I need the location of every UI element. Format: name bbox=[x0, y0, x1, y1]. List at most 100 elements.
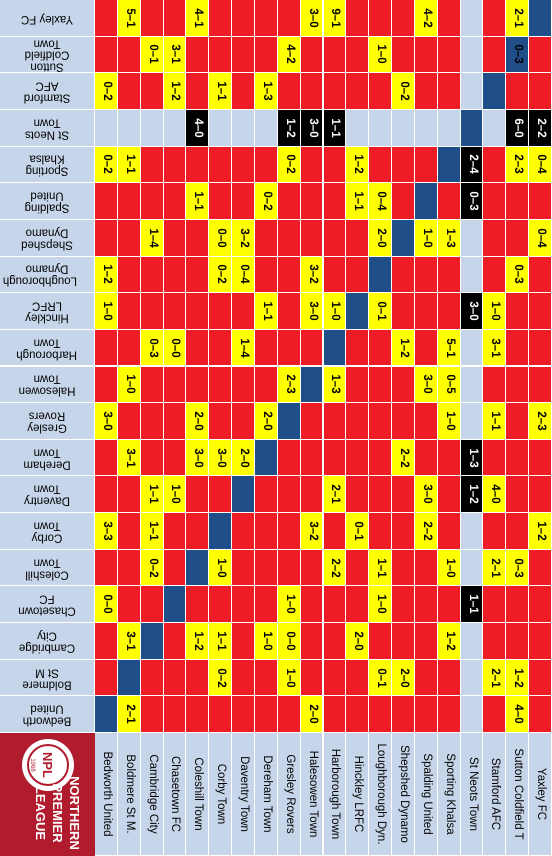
result-cell: 3–0 bbox=[209, 439, 233, 477]
result-cell: 0–2 bbox=[277, 146, 301, 184]
result-cell bbox=[437, 256, 461, 294]
result-cell: 1–0 bbox=[209, 549, 233, 587]
result-cell: 0–2 bbox=[254, 183, 278, 220]
result-cell: 0–3 bbox=[140, 329, 164, 367]
score-text: 1–3 bbox=[329, 374, 342, 394]
score-text: 3–2 bbox=[237, 228, 250, 248]
result-cell: 3–0 bbox=[95, 403, 118, 440]
result-cell: 1–0 bbox=[483, 293, 507, 330]
column-header-spalding-united: Spalding United bbox=[414, 733, 438, 856]
result-cell bbox=[232, 109, 255, 147]
result-cell bbox=[163, 219, 187, 257]
result-cell: 2–1 bbox=[323, 476, 347, 514]
result-cell bbox=[117, 73, 141, 110]
result-cell bbox=[277, 549, 301, 587]
column-header-label: Shepshed Dynamo bbox=[397, 745, 410, 843]
result-cell bbox=[529, 36, 552, 74]
home-diagonal-cell: 0–3 bbox=[506, 36, 530, 74]
result-cell bbox=[95, 476, 118, 514]
column-header-hinckley-lrfc: Hinckley LRFC bbox=[346, 733, 370, 856]
result-cell: 1–1 bbox=[140, 476, 164, 514]
score-text: 1–0 bbox=[123, 374, 136, 394]
result-cell: 2–0 bbox=[346, 623, 370, 660]
result-cell bbox=[506, 219, 530, 257]
result-cell: 4–2 bbox=[277, 36, 301, 74]
result-cell bbox=[346, 109, 370, 147]
row-header-dereham-town: Dereham Town bbox=[0, 439, 95, 477]
result-cell bbox=[95, 219, 118, 257]
score-text: 1–0 bbox=[214, 557, 227, 578]
result-cell: 0–2 bbox=[209, 256, 233, 294]
home-diagonal-cell bbox=[460, 109, 484, 147]
result-cell: 5–1 bbox=[437, 329, 461, 367]
result-cell: 6–0 bbox=[506, 109, 530, 147]
result-cell bbox=[529, 256, 552, 294]
result-cell bbox=[254, 513, 278, 550]
result-cell bbox=[209, 366, 233, 404]
column-header-label: Harborough Town bbox=[329, 748, 342, 840]
result-cell: 0–1 bbox=[369, 659, 393, 697]
result-cell bbox=[437, 0, 461, 37]
result-cell bbox=[506, 513, 530, 550]
score-text: 3–1 bbox=[123, 448, 136, 468]
score-text: 3–2 bbox=[306, 264, 319, 284]
result-cell: 3–0 bbox=[300, 293, 324, 330]
score-text: 9–1 bbox=[329, 8, 342, 28]
result-cell: 1–1 bbox=[117, 146, 141, 184]
row-header-label: Gresley Rovers bbox=[27, 409, 67, 434]
result-cell bbox=[300, 659, 324, 697]
result-cell bbox=[323, 256, 347, 294]
result-cell: 0–0 bbox=[163, 329, 187, 367]
result-cell bbox=[414, 73, 438, 110]
row-header-label: Spalding United bbox=[24, 190, 70, 214]
score-text: 1–1 bbox=[466, 594, 479, 614]
score-text: 0–1 bbox=[374, 301, 387, 321]
score-text: 1–0 bbox=[283, 594, 296, 614]
result-cell bbox=[437, 586, 461, 624]
result-cell bbox=[460, 0, 484, 37]
result-cell bbox=[506, 403, 530, 440]
row-header-label: Loughborough Dynamo bbox=[2, 263, 77, 287]
result-cell: 2–0 bbox=[392, 659, 415, 697]
result-cell bbox=[414, 256, 438, 294]
score-text: 3–0 bbox=[466, 301, 479, 321]
result-cell bbox=[392, 513, 415, 550]
result-cell bbox=[232, 659, 255, 697]
score-text: 6–0 bbox=[511, 118, 524, 138]
column-header-loughborough-dyn-: Loughborough Dyn. bbox=[369, 733, 393, 856]
score-text: 0–4 bbox=[534, 228, 547, 248]
result-cell bbox=[323, 659, 347, 697]
result-cell bbox=[209, 586, 233, 624]
score-text: 1–2 bbox=[443, 631, 456, 651]
score-text: 1–1 bbox=[489, 411, 502, 431]
score-text: 4–0 bbox=[192, 118, 205, 138]
result-cell bbox=[483, 219, 507, 257]
result-cell bbox=[483, 439, 507, 477]
result-cell bbox=[369, 403, 393, 440]
result-cell bbox=[346, 659, 370, 697]
result-cell bbox=[529, 623, 552, 660]
score-text: 2–2 bbox=[397, 448, 410, 468]
result-cell: 0–3 bbox=[460, 183, 484, 220]
result-cell bbox=[460, 513, 484, 550]
result-cell: 0–4 bbox=[529, 146, 552, 184]
result-cell bbox=[232, 73, 255, 110]
result-cell bbox=[414, 439, 438, 477]
result-cell bbox=[186, 293, 210, 330]
result-cell bbox=[392, 256, 415, 294]
result-cell bbox=[506, 586, 530, 624]
score-text: 1–2 bbox=[283, 118, 296, 138]
row-header-loughborough-dynamo: Loughborough Dynamo bbox=[0, 256, 95, 294]
result-cell: 3–2 bbox=[232, 219, 255, 257]
score-text: 1–0 bbox=[443, 411, 456, 431]
result-cell bbox=[254, 219, 278, 257]
result-cell: 0–2 bbox=[95, 146, 118, 184]
score-text: 1–2 bbox=[192, 631, 205, 651]
result-cell bbox=[529, 293, 552, 330]
result-cell bbox=[300, 623, 324, 660]
result-cell bbox=[95, 549, 118, 587]
result-cell bbox=[506, 73, 530, 110]
row-header-label: Dereham Town bbox=[23, 446, 71, 471]
result-cell: 1–1 bbox=[186, 183, 210, 220]
result-cell: 1–0 bbox=[437, 549, 461, 587]
